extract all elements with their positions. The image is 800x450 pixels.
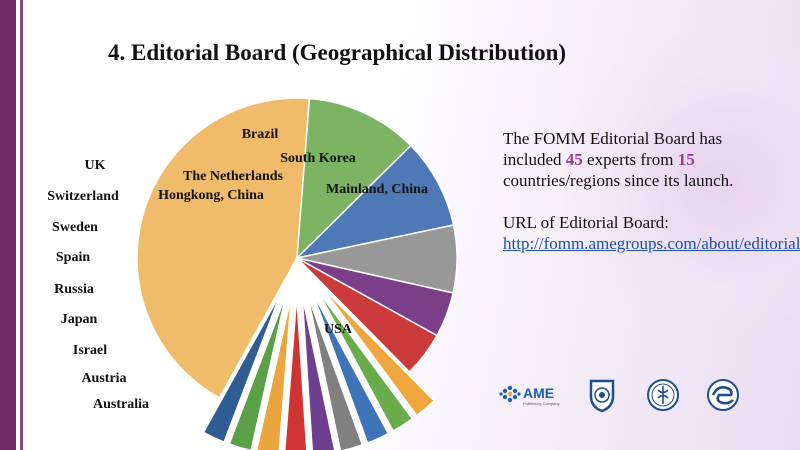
pie-slice-south-korea: [294, 144, 455, 260]
summary-text-3: countries/regions since its launch.: [503, 171, 734, 190]
ame-logo-name: AME: [523, 385, 554, 401]
editorial-board-link[interactable]: http://fomm.amegroups.com/about/editoria…: [503, 234, 800, 253]
left-accent-line: [20, 0, 23, 450]
institution-seal-icon: [707, 379, 739, 411]
slide-title: 4. Editorial Board (Geographical Distrib…: [108, 40, 567, 65]
url-label: URL of Editorial Board:: [503, 213, 670, 232]
experts-count: 45: [565, 150, 583, 169]
data-label-the-netherlands: The Netherlands: [183, 169, 284, 184]
data-label-switzerland: Switzerland: [47, 189, 119, 204]
pie-slice-spain: [306, 294, 364, 450]
pie-slice-sweden: [311, 292, 390, 444]
data-label-sweden: Sweden: [52, 220, 98, 235]
ame-logo-subtitle: Publishing Company: [523, 401, 560, 406]
society-seal-icon: [647, 379, 679, 411]
data-label-austria: Austria: [81, 371, 126, 386]
data-label-israel: Israel: [73, 343, 107, 358]
summary-text-1: The FOMM Editorial Board has included: [503, 129, 723, 169]
description-block: The FOMM Editorial Board has included 45…: [503, 128, 800, 275]
data-label-spain: Spain: [56, 250, 90, 265]
pie-slice-usa: [136, 97, 311, 399]
shield-emblem-icon: [589, 379, 615, 413]
pie-slice-hongkong-china: [296, 257, 438, 373]
url-paragraph: URL of Editorial Board: http://fomm.ameg…: [503, 212, 800, 254]
pie-slice-russia: [301, 295, 336, 450]
data-label-brazil: Brazil: [242, 127, 279, 142]
data-label-uk: UK: [85, 158, 106, 173]
data-label-mainland-china: Mainland, China: [326, 182, 428, 197]
board-summary: The FOMM Editorial Board has included 45…: [503, 128, 778, 191]
countries-count: 15: [677, 150, 695, 169]
data-label-hongkong-china: Hongkong, China: [158, 188, 264, 203]
summary-text-2: experts from: [582, 150, 678, 169]
pie-slice-australia: [202, 292, 282, 443]
pie-slice-japan: [284, 295, 308, 450]
background-glow: [560, 30, 800, 330]
data-label-south-korea: South Korea: [280, 151, 356, 166]
pie-slice-uk: [321, 286, 436, 417]
data-label-japan: Japan: [61, 312, 98, 327]
pie-slice-mainland-china: [296, 97, 412, 260]
pie-slice-austria: [228, 294, 287, 450]
pie-slice-switzerland: [316, 289, 414, 433]
data-label-usa: USA: [324, 322, 353, 337]
left-accent-bar: [0, 0, 16, 450]
data-label-australia: Australia: [93, 397, 149, 412]
logo-strip: AME Publishing Company: [497, 376, 757, 416]
pie-slice-israel: [255, 295, 293, 450]
ame-logo: AME Publishing Company: [499, 385, 560, 406]
data-label-russia: Russia: [54, 282, 94, 297]
